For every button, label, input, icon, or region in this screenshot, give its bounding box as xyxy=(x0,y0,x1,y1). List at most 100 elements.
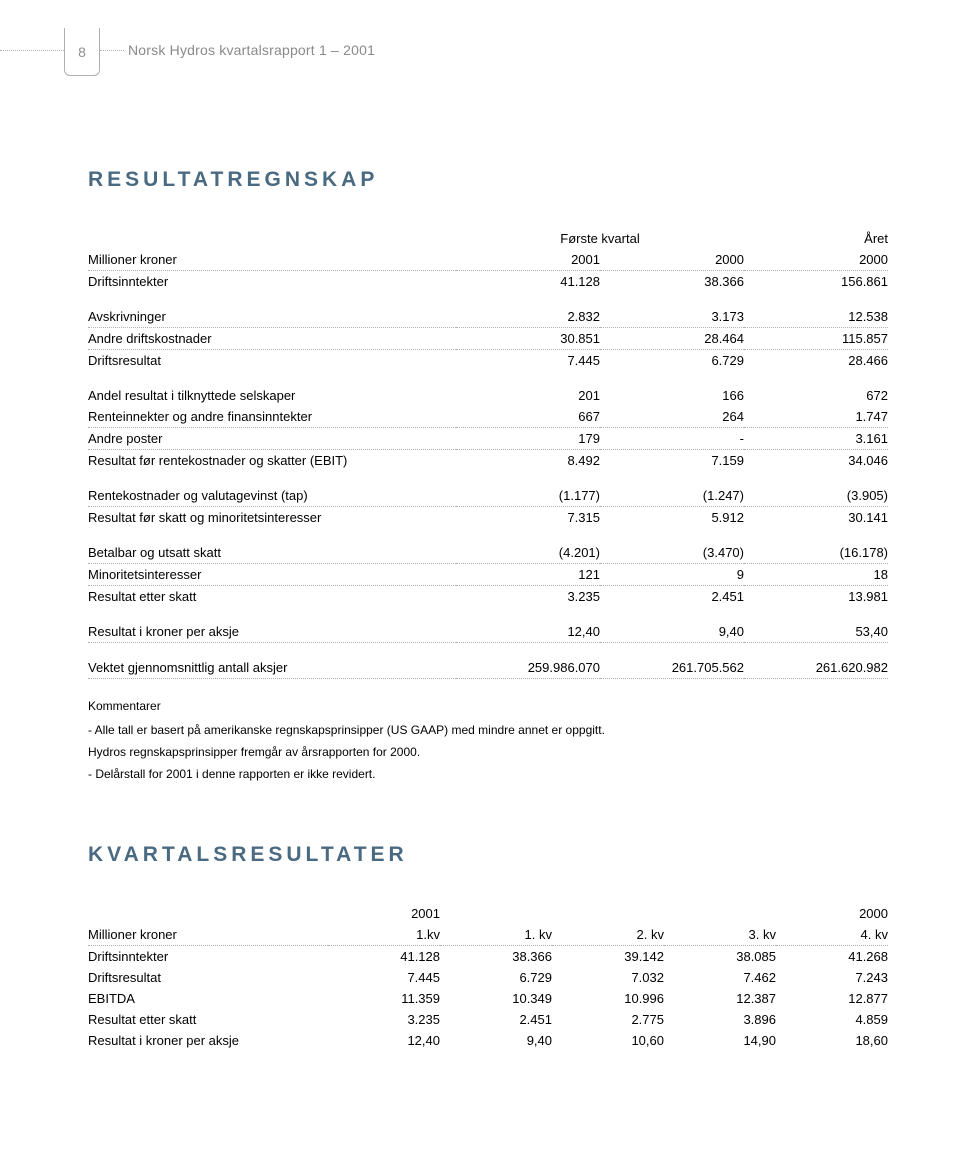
row-val: 166 xyxy=(600,385,744,406)
comment-line: - Delårstall for 2001 i denne rapporten … xyxy=(88,765,888,783)
row-label: Andre poster xyxy=(88,428,456,450)
row-val: 28.466 xyxy=(744,350,888,372)
row-val: 667 xyxy=(456,406,600,428)
table-row: Driftsresultat7.4456.7297.0327.4627.243 xyxy=(88,967,888,988)
row-label: Renteinnekter og andre finansinntekter xyxy=(88,406,456,428)
row-label: Driftsinntekter xyxy=(88,945,328,967)
row-val: 156.861 xyxy=(744,271,888,293)
spacer-row xyxy=(88,643,888,657)
table-row: Resultat etter skatt3.2352.45113.981 xyxy=(88,586,888,608)
row-val: 9,40 xyxy=(600,621,744,643)
row-val: 10,60 xyxy=(552,1030,664,1051)
qhdr-c3: 2. kv xyxy=(552,924,664,946)
row-val: 14,90 xyxy=(664,1030,776,1051)
row-label: Resultat etter skatt xyxy=(88,1009,328,1030)
row-val: 38.366 xyxy=(440,945,552,967)
comments-block: Kommentarer - Alle tall er basert på ame… xyxy=(88,697,888,783)
row-val: 7.315 xyxy=(456,507,600,529)
row-val: 18,60 xyxy=(776,1030,888,1051)
row-val: 38.085 xyxy=(664,945,776,967)
row-val: 9,40 xyxy=(440,1030,552,1051)
row-val: 1.747 xyxy=(744,406,888,428)
hdr-2000q: 2000 xyxy=(600,249,744,271)
row-val: 12,40 xyxy=(328,1030,440,1051)
row-val: 121 xyxy=(456,564,600,586)
row-val: 41.128 xyxy=(328,945,440,967)
row-val: 7.445 xyxy=(328,967,440,988)
row-val: 3.173 xyxy=(600,306,744,328)
row-val: 2.832 xyxy=(456,306,600,328)
quarterly-results-table: 2001 2000 Millioner kroner 1.kv 1. kv 2.… xyxy=(88,903,888,1051)
table-row: Resultat etter skatt3.2352.4512.7753.896… xyxy=(88,1009,888,1030)
row-val: 6.729 xyxy=(600,350,744,372)
row-val: 4.859 xyxy=(776,1009,888,1030)
qhdr-c2: 1. kv xyxy=(440,924,552,946)
row-val: 39.142 xyxy=(552,945,664,967)
table-row: Andre poster179-3.161 xyxy=(88,428,888,450)
comment-line: - Alle tall er basert på amerikanske reg… xyxy=(88,721,888,739)
table-row: Andre driftskostnader30.85128.464115.857 xyxy=(88,328,888,350)
row-label: Driftsresultat xyxy=(88,967,328,988)
row-val: 261.705.562 xyxy=(600,657,744,679)
row-val: 18 xyxy=(744,564,888,586)
row-label: Driftsresultat xyxy=(88,350,456,372)
row-val: 179 xyxy=(456,428,600,450)
row-val: 34.046 xyxy=(744,450,888,472)
table-row: Driftsinntekter41.12838.366156.861 xyxy=(88,271,888,293)
hdr-2001: 2001 xyxy=(456,249,600,271)
row-val: 28.464 xyxy=(600,328,744,350)
table-row: EBITDA11.35910.34910.99612.38712.877 xyxy=(88,988,888,1009)
quarter-header-row: Millioner kroner 1.kv 1. kv 2. kv 3. kv … xyxy=(88,924,888,946)
row-val: 7.032 xyxy=(552,967,664,988)
spacer-row xyxy=(88,528,888,542)
year-header-2000: 2000 xyxy=(440,903,888,924)
spacer-row xyxy=(88,607,888,621)
row-label: Andre driftskostnader xyxy=(88,328,456,350)
row-label: Vektet gjennomsnittlig antall aksjer xyxy=(88,657,456,679)
row-val: (3.905) xyxy=(744,485,888,507)
row-val: 12.387 xyxy=(664,988,776,1009)
row-val: 7.445 xyxy=(456,350,600,372)
row-val: 8.492 xyxy=(456,450,600,472)
page-number: 8 xyxy=(78,44,86,60)
row-val: 3.896 xyxy=(664,1009,776,1030)
row-val: 7.243 xyxy=(776,967,888,988)
hdr-label: Millioner kroner xyxy=(88,249,456,271)
row-label: Andel resultat i tilknyttede selskaper xyxy=(88,385,456,406)
row-val: 2.451 xyxy=(440,1009,552,1030)
row-val: 41.128 xyxy=(456,271,600,293)
row-label: Resultat før rentekostnader og skatter (… xyxy=(88,450,456,472)
row-val: 12,40 xyxy=(456,621,600,643)
row-val: 7.159 xyxy=(600,450,744,472)
qhdr-c1: 1.kv xyxy=(328,924,440,946)
row-val: 115.857 xyxy=(744,328,888,350)
table-row: Betalbar og utsatt skatt(4.201)(3.470)(1… xyxy=(88,542,888,564)
row-val: (4.201) xyxy=(456,542,600,564)
row-val: (16.178) xyxy=(744,542,888,564)
row-val: 38.366 xyxy=(600,271,744,293)
col-header-year: Året xyxy=(744,228,888,249)
comments-title: Kommentarer xyxy=(88,697,888,715)
row-label: Resultat i kroner per aksje xyxy=(88,621,456,643)
row-val: (1.177) xyxy=(456,485,600,507)
row-label: Resultat før skatt og minoritetsinteress… xyxy=(88,507,456,529)
table-row: Renteinnekter og andre finansinntekter66… xyxy=(88,406,888,428)
row-val: 30.851 xyxy=(456,328,600,350)
income-statement-table: Første kvartal Året Millioner kroner 200… xyxy=(88,228,888,679)
qhdr-c4: 3. kv xyxy=(664,924,776,946)
row-val: (1.247) xyxy=(600,485,744,507)
row-val: 261.620.982 xyxy=(744,657,888,679)
row-val: 3.235 xyxy=(456,586,600,608)
row-label: Avskrivninger xyxy=(88,306,456,328)
qhdr-c5: 4. kv xyxy=(776,924,888,946)
spacer-row xyxy=(88,371,888,385)
row-label: EBITDA xyxy=(88,988,328,1009)
column-header-row: Millioner kroner 2001 2000 2000 xyxy=(88,249,888,271)
row-label: Rentekostnader og valutagevinst (tap) xyxy=(88,485,456,507)
row-val: 201 xyxy=(456,385,600,406)
row-val: 11.359 xyxy=(328,988,440,1009)
section-title-resultatregnskap: RESULTATREGNSKAP xyxy=(88,168,888,192)
spacer-row xyxy=(88,292,888,306)
row-val: 53,40 xyxy=(744,621,888,643)
row-val: 13.981 xyxy=(744,586,888,608)
